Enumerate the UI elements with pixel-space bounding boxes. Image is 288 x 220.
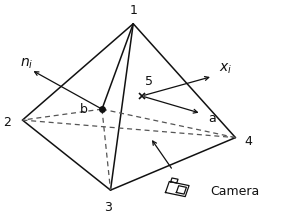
- Text: b: b: [80, 103, 88, 116]
- Text: a: a: [209, 112, 216, 125]
- Text: $x_i$: $x_i$: [219, 61, 232, 76]
- Text: Camera: Camera: [210, 185, 259, 198]
- Text: 1: 1: [129, 4, 137, 17]
- Text: 2: 2: [3, 116, 11, 129]
- Text: 3: 3: [104, 201, 112, 214]
- Text: $n_i$: $n_i$: [20, 57, 33, 72]
- Text: 5: 5: [145, 75, 153, 88]
- Text: 4: 4: [244, 136, 252, 149]
